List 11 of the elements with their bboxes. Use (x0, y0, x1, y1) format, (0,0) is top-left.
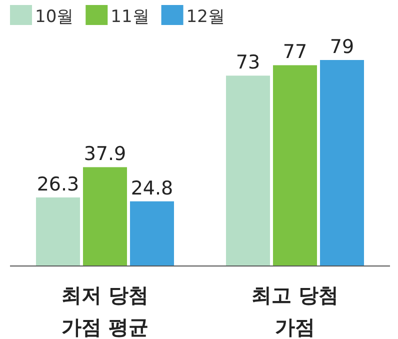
data-label: 24.8 (130, 177, 174, 200)
data-label: 73 (236, 52, 260, 74)
legend-label: 10월 (35, 7, 74, 27)
data-label: 26.3 (36, 173, 80, 196)
data-label: 79 (330, 36, 354, 58)
legend-label: 11월 (110, 7, 150, 27)
data-label: 37.9 (84, 143, 126, 166)
x-tick-label: 최고 당첨 가점 (252, 283, 338, 339)
legend-label: 12월 (186, 7, 225, 27)
x-tick-label: 최저 당첨 가점 평균 (62, 283, 148, 339)
data-label: 77 (282, 41, 308, 64)
